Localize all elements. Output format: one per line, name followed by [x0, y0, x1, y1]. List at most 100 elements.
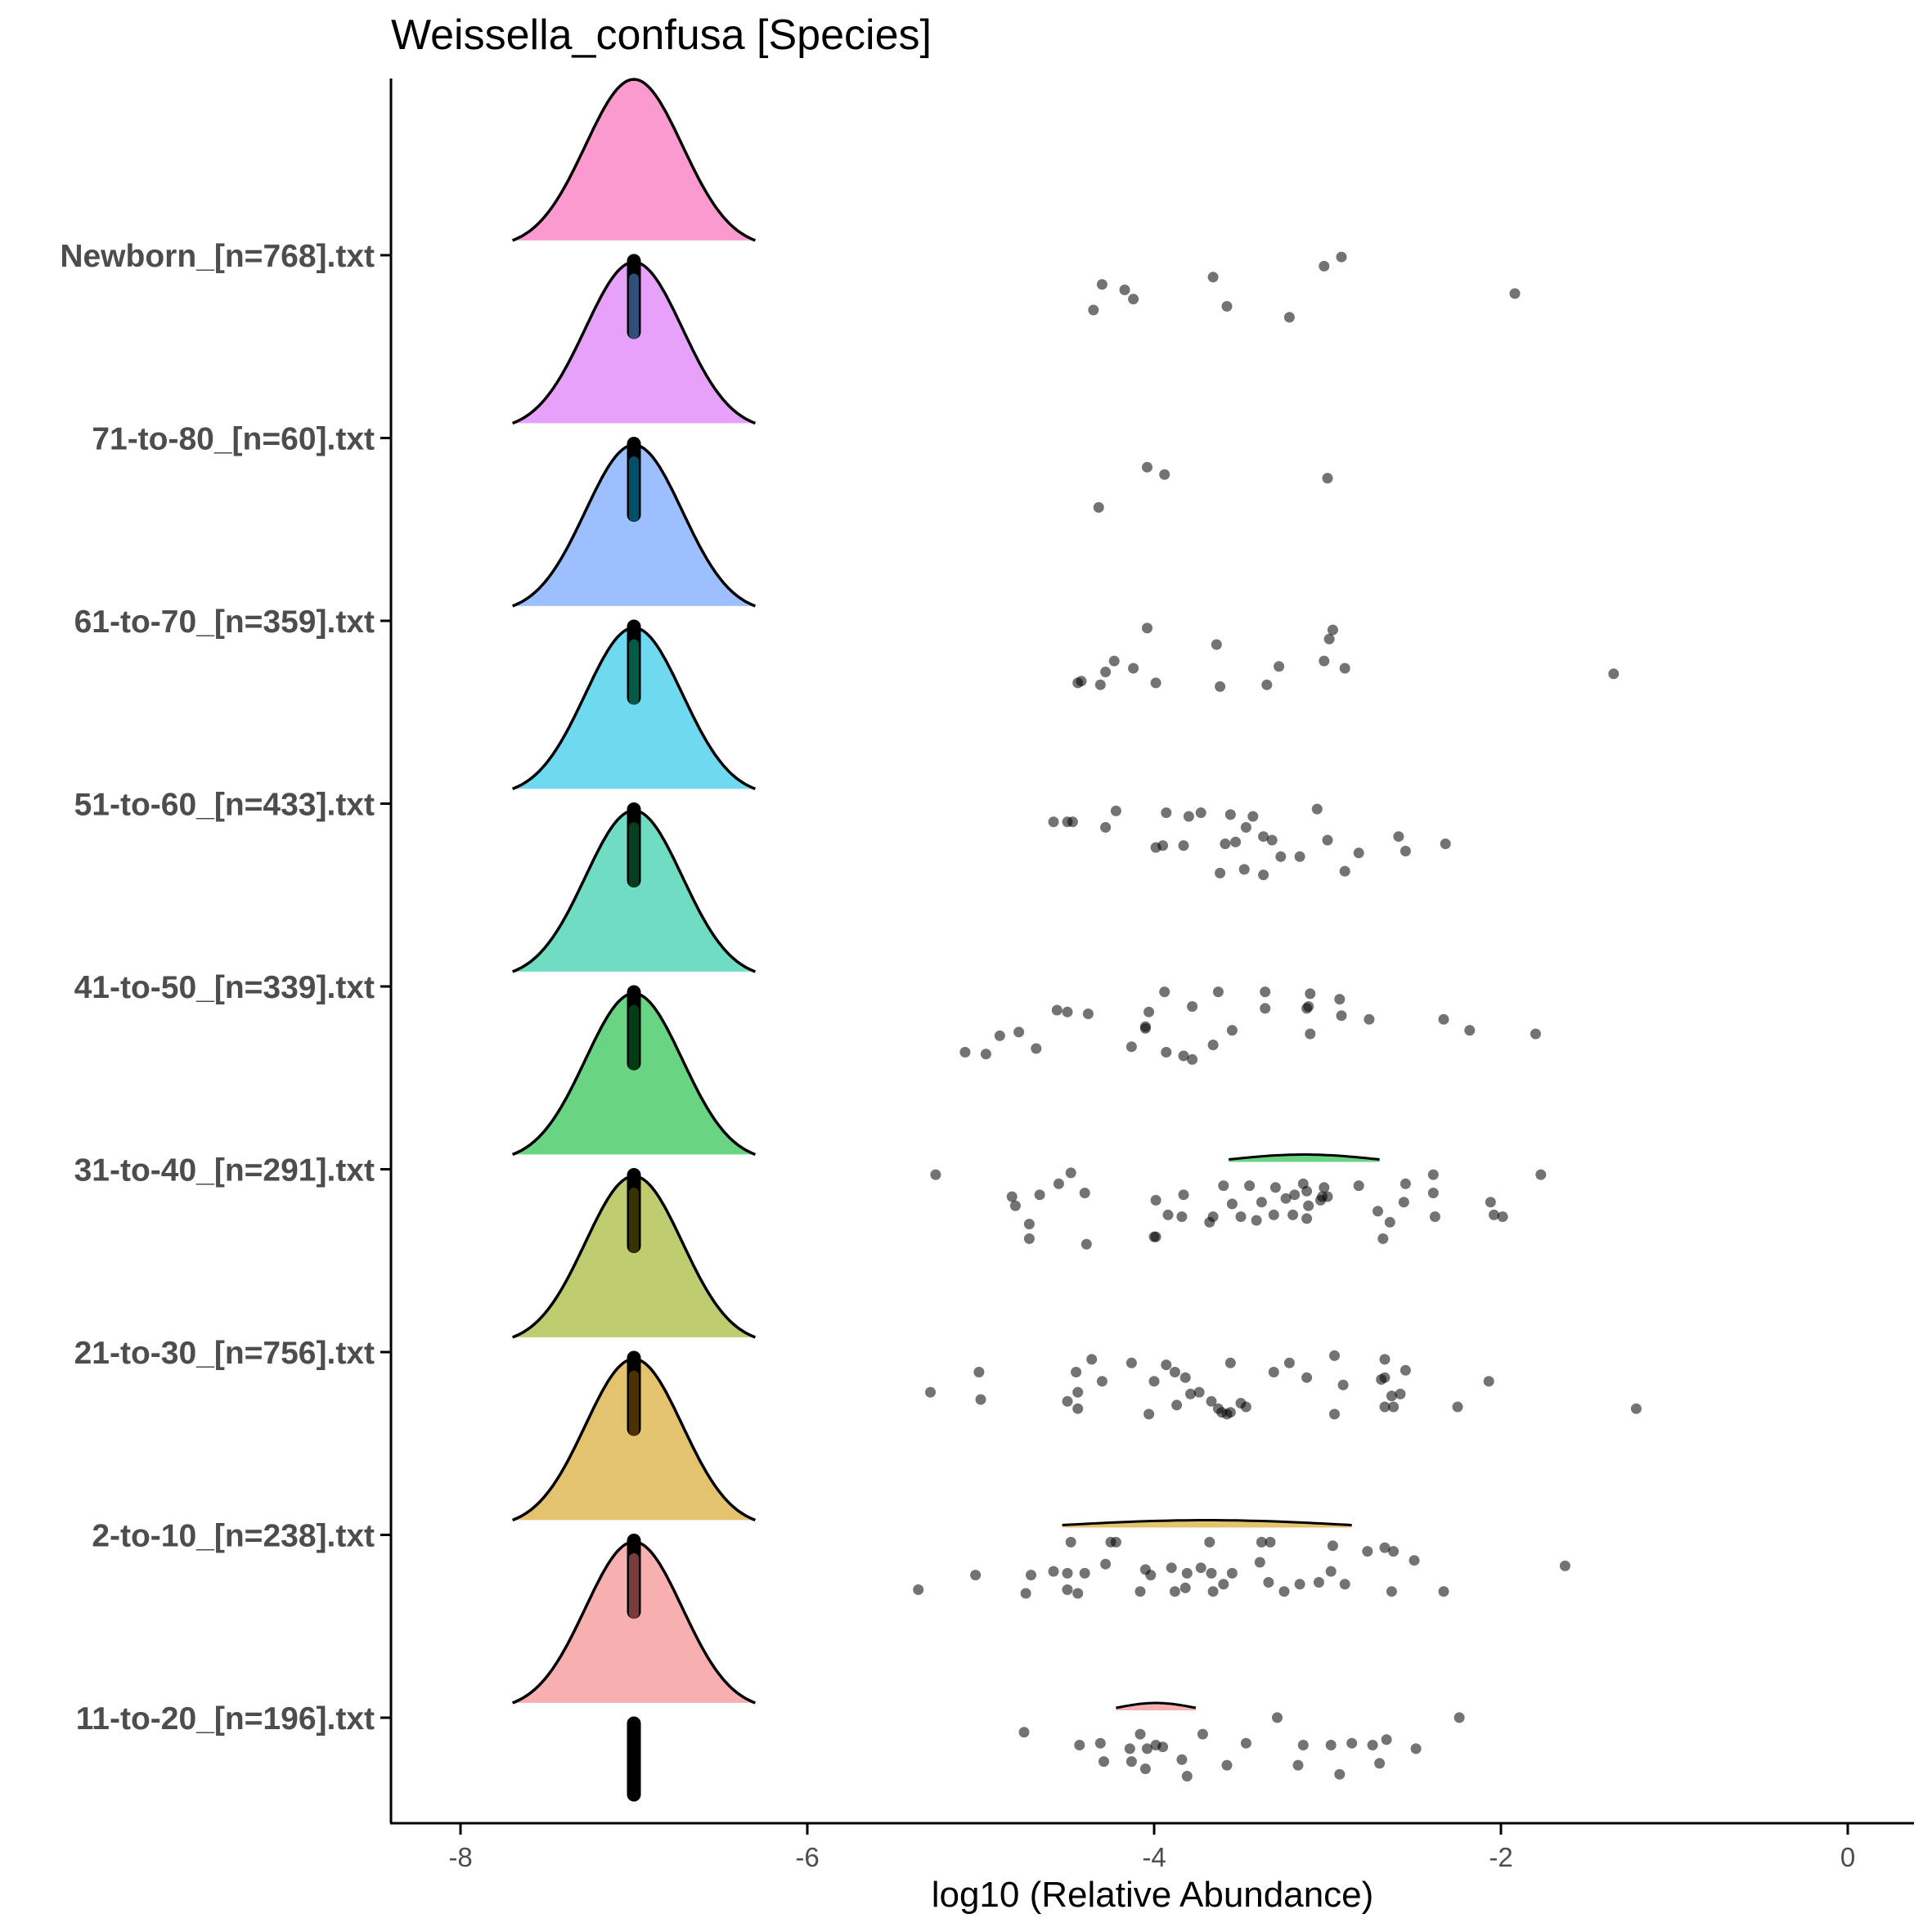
- data-point: [1142, 1743, 1152, 1755]
- data-point: [1313, 1577, 1324, 1588]
- data-point: [1274, 661, 1285, 672]
- data-point: [1535, 1169, 1547, 1180]
- data-point: [1178, 1050, 1189, 1062]
- data-point: [1128, 663, 1139, 674]
- data-point: [1161, 1359, 1172, 1371]
- data-point: [1006, 1191, 1018, 1202]
- data-point: [1065, 1167, 1076, 1179]
- x-axis-ticks: -8 -6 -4 -2 0: [448, 1823, 1855, 1872]
- data-point: [1215, 867, 1226, 878]
- data-point: [1327, 1540, 1338, 1552]
- data-point: [1384, 1216, 1395, 1228]
- data-point: [1305, 988, 1316, 1000]
- data-point: [1256, 1197, 1267, 1208]
- data-point: [1464, 1025, 1476, 1036]
- data-point: [1218, 1180, 1229, 1192]
- data-point: [1139, 1022, 1151, 1034]
- data-point: [1150, 1231, 1161, 1242]
- data-point: [1489, 1209, 1499, 1220]
- data-point: [1256, 1536, 1267, 1548]
- data-point: [1483, 1376, 1494, 1387]
- data-point: [1427, 1169, 1439, 1180]
- density-ridge-fill: [512, 1542, 756, 1703]
- data-point: [1261, 679, 1273, 690]
- data-point: [1353, 1180, 1364, 1192]
- y-tick-label: 21-to-30_[n=756].txt: [74, 1336, 375, 1371]
- data-point: [1376, 1374, 1387, 1385]
- data-point: [1220, 838, 1231, 850]
- density-ridge-fill: [512, 627, 756, 789]
- minor-density-outline: [1229, 1153, 1380, 1161]
- data-point: [1329, 1350, 1340, 1361]
- data-point: [1187, 1054, 1198, 1065]
- data-point: [1240, 1737, 1251, 1749]
- data-point: [1301, 1003, 1313, 1014]
- data-point: [1409, 1555, 1420, 1566]
- data-point: [1608, 668, 1620, 680]
- ridges-layer: [512, 78, 1380, 1710]
- data-point: [1195, 807, 1206, 819]
- data-point: [1176, 1754, 1188, 1765]
- density-ridge-fill: [512, 811, 756, 972]
- data-point: [1339, 865, 1350, 877]
- data-point: [913, 1584, 924, 1595]
- x-tick-label: -4: [1142, 1842, 1166, 1872]
- data-point: [1072, 1403, 1084, 1414]
- data-point: [1339, 663, 1350, 674]
- data-point: [1630, 1403, 1642, 1414]
- data-point: [1509, 288, 1521, 299]
- data-point: [1258, 831, 1269, 842]
- data-point: [1178, 840, 1189, 851]
- data-point: [1179, 1582, 1191, 1593]
- chart-title: Weissella_confusa [Species]: [391, 11, 932, 59]
- data-point: [1221, 1409, 1233, 1420]
- data-point: [1440, 838, 1451, 850]
- data-point: [1072, 1588, 1084, 1599]
- data-point: [1094, 1737, 1106, 1749]
- data-point: [1139, 1764, 1151, 1774]
- data-point: [1161, 1046, 1172, 1058]
- data-point: [1303, 1200, 1314, 1211]
- data-point: [1088, 304, 1099, 316]
- data-point: [970, 1570, 982, 1581]
- data-point: [1108, 655, 1120, 667]
- y-tick-label: 11-to-20_[n=196].txt: [76, 1701, 375, 1737]
- data-point: [1034, 1189, 1045, 1201]
- density-ridge-fill: [512, 79, 756, 240]
- data-point: [1195, 1562, 1206, 1574]
- data-point: [1238, 864, 1250, 875]
- data-point: [1018, 1727, 1030, 1738]
- data-point: [1197, 1728, 1208, 1740]
- density-ridge-fill: [512, 993, 756, 1155]
- data-point: [1260, 1003, 1271, 1014]
- data-point: [1169, 1367, 1180, 1377]
- data-point: [1110, 805, 1121, 816]
- data-point: [1283, 1357, 1295, 1368]
- data-point: [1329, 1409, 1340, 1420]
- data-point: [1193, 1386, 1205, 1398]
- data-point: [1485, 1197, 1496, 1208]
- data-point: [1207, 1040, 1219, 1050]
- data-point: [1179, 1372, 1191, 1383]
- data-point: [1094, 679, 1106, 690]
- data-point: [1143, 1006, 1155, 1018]
- data-point: [1311, 803, 1323, 815]
- x-tick-label: -2: [1489, 1842, 1512, 1872]
- data-point: [1026, 1570, 1036, 1581]
- data-point: [1119, 284, 1130, 295]
- data-point: [1031, 1043, 1042, 1054]
- data-point: [1157, 840, 1169, 851]
- data-point: [1453, 1712, 1465, 1723]
- data-point: [1319, 1182, 1330, 1193]
- data-point: [1337, 1379, 1349, 1391]
- data-point: [1145, 1570, 1157, 1581]
- data-point: [1051, 1004, 1063, 1016]
- data-point: [1240, 1401, 1251, 1413]
- data-point: [1438, 1586, 1449, 1597]
- data-point: [1292, 1759, 1304, 1771]
- data-point: [1100, 667, 1112, 677]
- data-point: [1105, 1536, 1117, 1548]
- data-point: [1374, 1758, 1386, 1769]
- density-ridge-fill: [512, 445, 756, 606]
- data-point: [1009, 1200, 1021, 1211]
